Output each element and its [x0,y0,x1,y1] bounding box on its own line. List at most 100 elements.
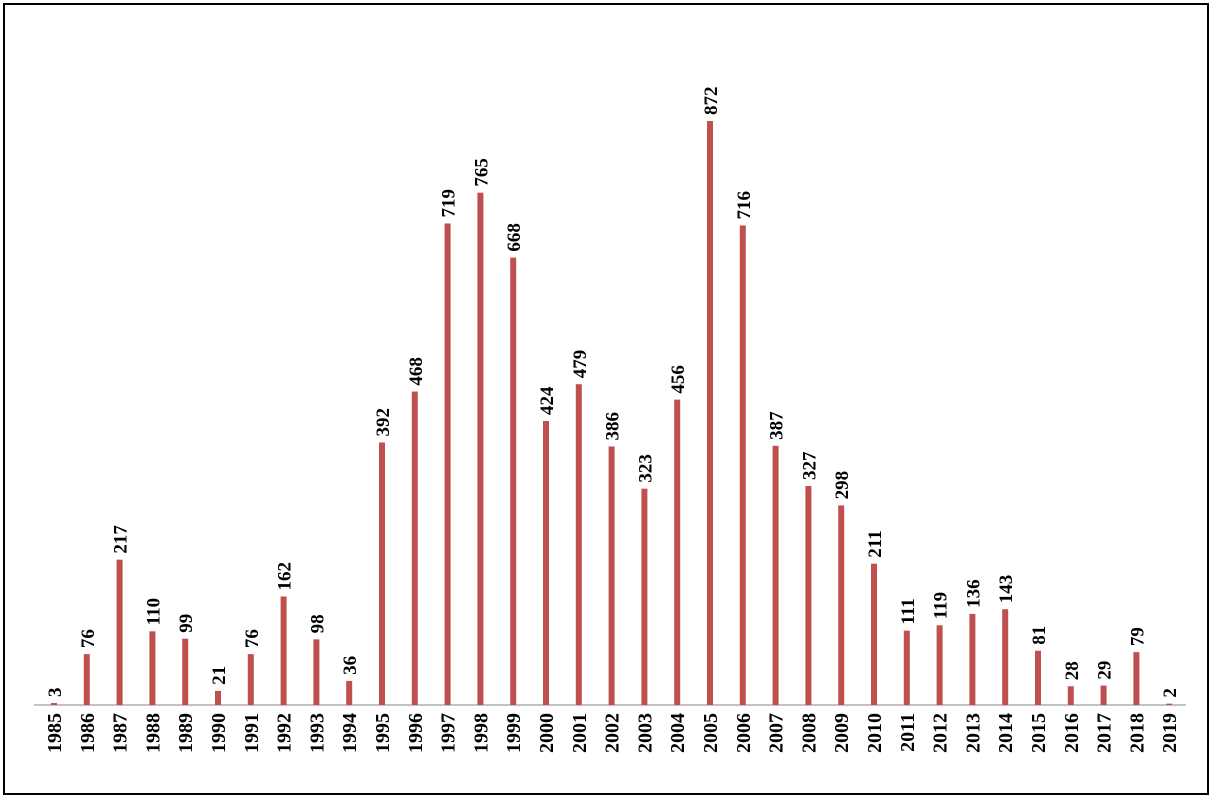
data-label-2012: 119 [931,592,952,619]
bar-1990 [215,690,221,705]
x-tick-label-2016: 2016 [1061,713,1083,753]
data-label-1987: 217 [111,525,132,554]
bar-1999 [510,257,517,705]
data-label-1991: 76 [242,629,263,648]
bar-1998 [477,192,484,706]
data-label-2006: 716 [734,191,755,220]
x-tick-label-1988: 1988 [142,713,164,753]
bar-2010 [871,563,877,705]
bar-1985 [51,702,57,705]
data-label-2016: 28 [1062,661,1083,680]
x-tick-label-2014: 2014 [995,713,1017,753]
bar-2001 [575,384,582,705]
bar-1991 [247,654,254,705]
data-label-1994: 36 [340,656,361,675]
x-tick-label-2008: 2008 [798,713,820,753]
data-label-2002: 386 [603,412,624,441]
x-tick-label-2019: 2019 [1159,713,1181,753]
x-tick-label-1985: 1985 [44,713,66,753]
data-label-2005: 872 [701,87,722,116]
bar-1989 [182,638,189,705]
x-tick-label-2004: 2004 [667,713,689,753]
x-tick-label-1989: 1989 [175,713,197,753]
x-tick-label-2012: 2012 [930,713,952,753]
x-tick-label-1986: 1986 [77,713,99,753]
x-tick-label-2005: 2005 [700,713,722,753]
data-label-1996: 468 [406,357,427,386]
bar-2007 [772,445,779,705]
bar-2011 [903,630,910,705]
data-label-2019: 2 [1160,688,1181,698]
x-tick-labels-group: 1985 1986 1987 1988 1989 1990 1991 1992 1993 1994… [44,713,1181,753]
bar-2005 [707,121,713,705]
bar-2018 [1133,652,1140,705]
x-tick-label-2006: 2006 [733,713,755,753]
x-tick-label-2009: 2009 [831,713,853,753]
bar-2016 [1067,686,1074,705]
data-labels-group: 3 76 217 110 99 21 76 162 98 36 392 468 719 765 668 424… [45,87,1181,698]
data-label-2009: 298 [832,471,853,500]
x-tick-label-1997: 1997 [438,713,460,753]
data-label-2013: 136 [963,579,984,608]
bar-2008 [805,486,812,705]
x-tick-label-2011: 2011 [897,713,919,752]
bar-1993 [313,639,320,705]
x-tick-label-1992: 1992 [274,713,296,753]
data-label-2007: 387 [767,411,788,440]
bar-1987 [116,559,123,705]
data-label-2010: 211 [865,530,886,557]
x-tick-label-1990: 1990 [208,713,230,753]
x-tick-label-1998: 1998 [470,713,492,753]
x-tick-label-2002: 2002 [602,713,624,753]
x-tick-label-1993: 1993 [306,713,328,753]
bar-2004 [674,399,681,705]
bar-2009 [838,505,845,705]
bar-1988 [149,631,156,705]
bar-2006 [739,225,746,706]
data-label-1993: 98 [307,614,328,633]
data-label-1988: 110 [143,598,164,625]
x-tick-label-1991: 1991 [241,713,263,753]
x-tick-label-2010: 2010 [864,713,886,753]
bar-2002 [608,446,615,705]
x-tick-label-2018: 2018 [1126,713,1148,753]
bar-2000 [543,421,549,705]
bar-2014 [1002,609,1009,705]
bar-1994 [346,680,353,705]
bar-1995 [379,442,385,705]
data-label-1997: 719 [439,189,460,218]
bar-2013 [969,613,976,705]
data-label-2008: 327 [799,451,820,480]
x-tick-label-2013: 2013 [962,713,984,753]
data-label-2011: 111 [898,598,919,624]
bar-2019 [1166,703,1173,705]
data-label-2014: 143 [996,575,1017,604]
x-tick-label-2001: 2001 [569,713,591,753]
x-tick-label-2017: 2017 [1094,713,1116,753]
bar-2012 [936,625,943,705]
bar-2003 [641,488,648,705]
data-label-1992: 162 [275,562,296,591]
x-tick-label-2000: 2000 [536,713,558,753]
data-label-1990: 21 [209,666,230,685]
x-tick-label-1996: 1996 [405,713,427,753]
data-label-1989: 99 [176,614,197,633]
x-tick-label-2015: 2015 [1028,713,1050,753]
bar-2015 [1035,650,1041,705]
x-tick-label-2007: 2007 [766,713,788,753]
data-label-1985: 3 [45,687,66,697]
x-tick-label-1994: 1994 [339,713,361,753]
data-label-2000: 424 [537,386,558,415]
data-label-2003: 323 [635,454,656,483]
bar-2017 [1100,685,1107,705]
data-label-1998: 765 [471,158,492,187]
data-label-1995: 392 [373,408,394,437]
data-label-2017: 29 [1095,661,1116,680]
bar-1986 [83,654,90,705]
bars-group [51,121,1173,706]
bar-1992 [280,596,287,705]
x-tick-label-2003: 2003 [634,713,656,753]
data-label-2018: 79 [1127,627,1148,646]
data-label-1999: 668 [504,223,525,252]
